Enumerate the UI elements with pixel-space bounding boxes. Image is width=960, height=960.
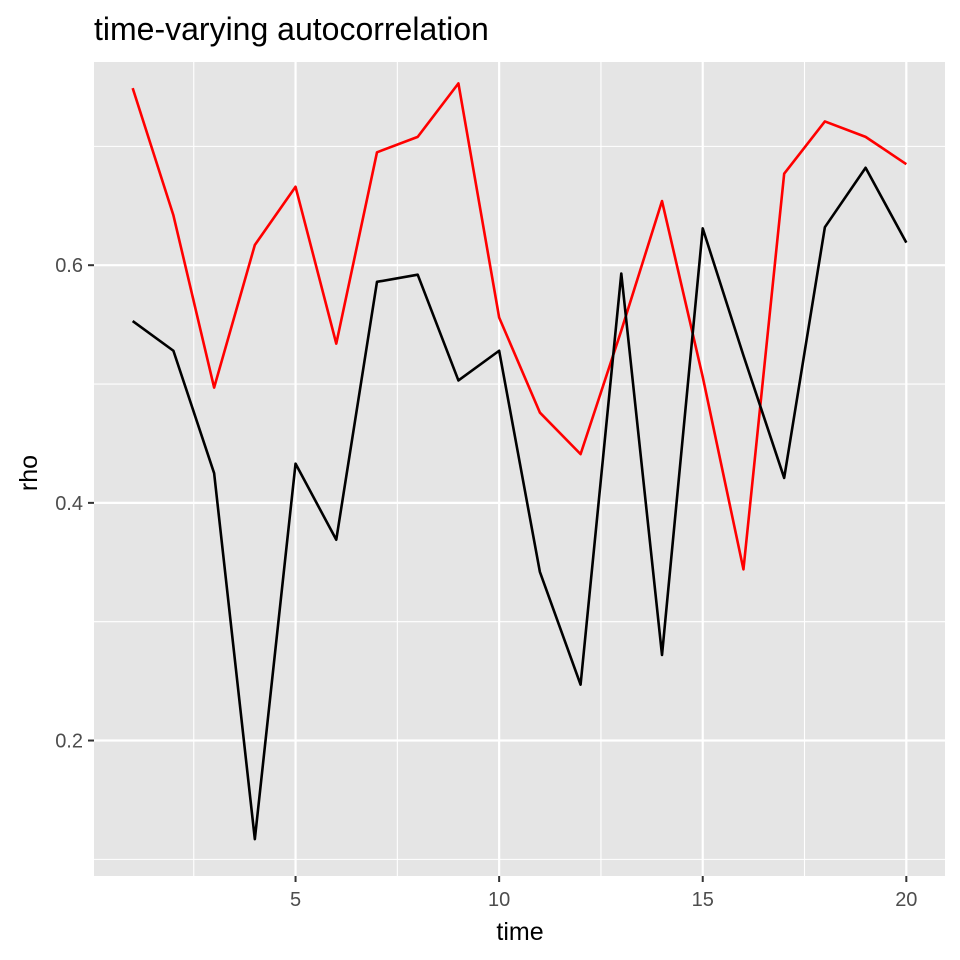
x-tick-label: 20: [895, 889, 917, 911]
x-tick-label: 5: [290, 889, 301, 911]
x-tick-label: 10: [488, 889, 510, 911]
y-tick-label: 0.4: [55, 493, 83, 515]
x-axis-title: time: [496, 918, 543, 946]
y-axis-title: rho: [15, 455, 43, 491]
x-tick-label: 15: [692, 889, 714, 911]
y-tick-label: 0.6: [55, 255, 83, 277]
chart-title: time-varying autocorrelation: [94, 11, 489, 47]
x-axis: 5 10 15 20: [290, 876, 917, 911]
y-tick-label: 0.2: [55, 731, 83, 753]
series-line-2: [131, 166, 908, 841]
y-axis: 0.2 0.4 0.6: [55, 255, 94, 753]
series-layer: [131, 82, 908, 841]
plot-panel: [94, 62, 945, 876]
series-line-1: [131, 82, 908, 571]
